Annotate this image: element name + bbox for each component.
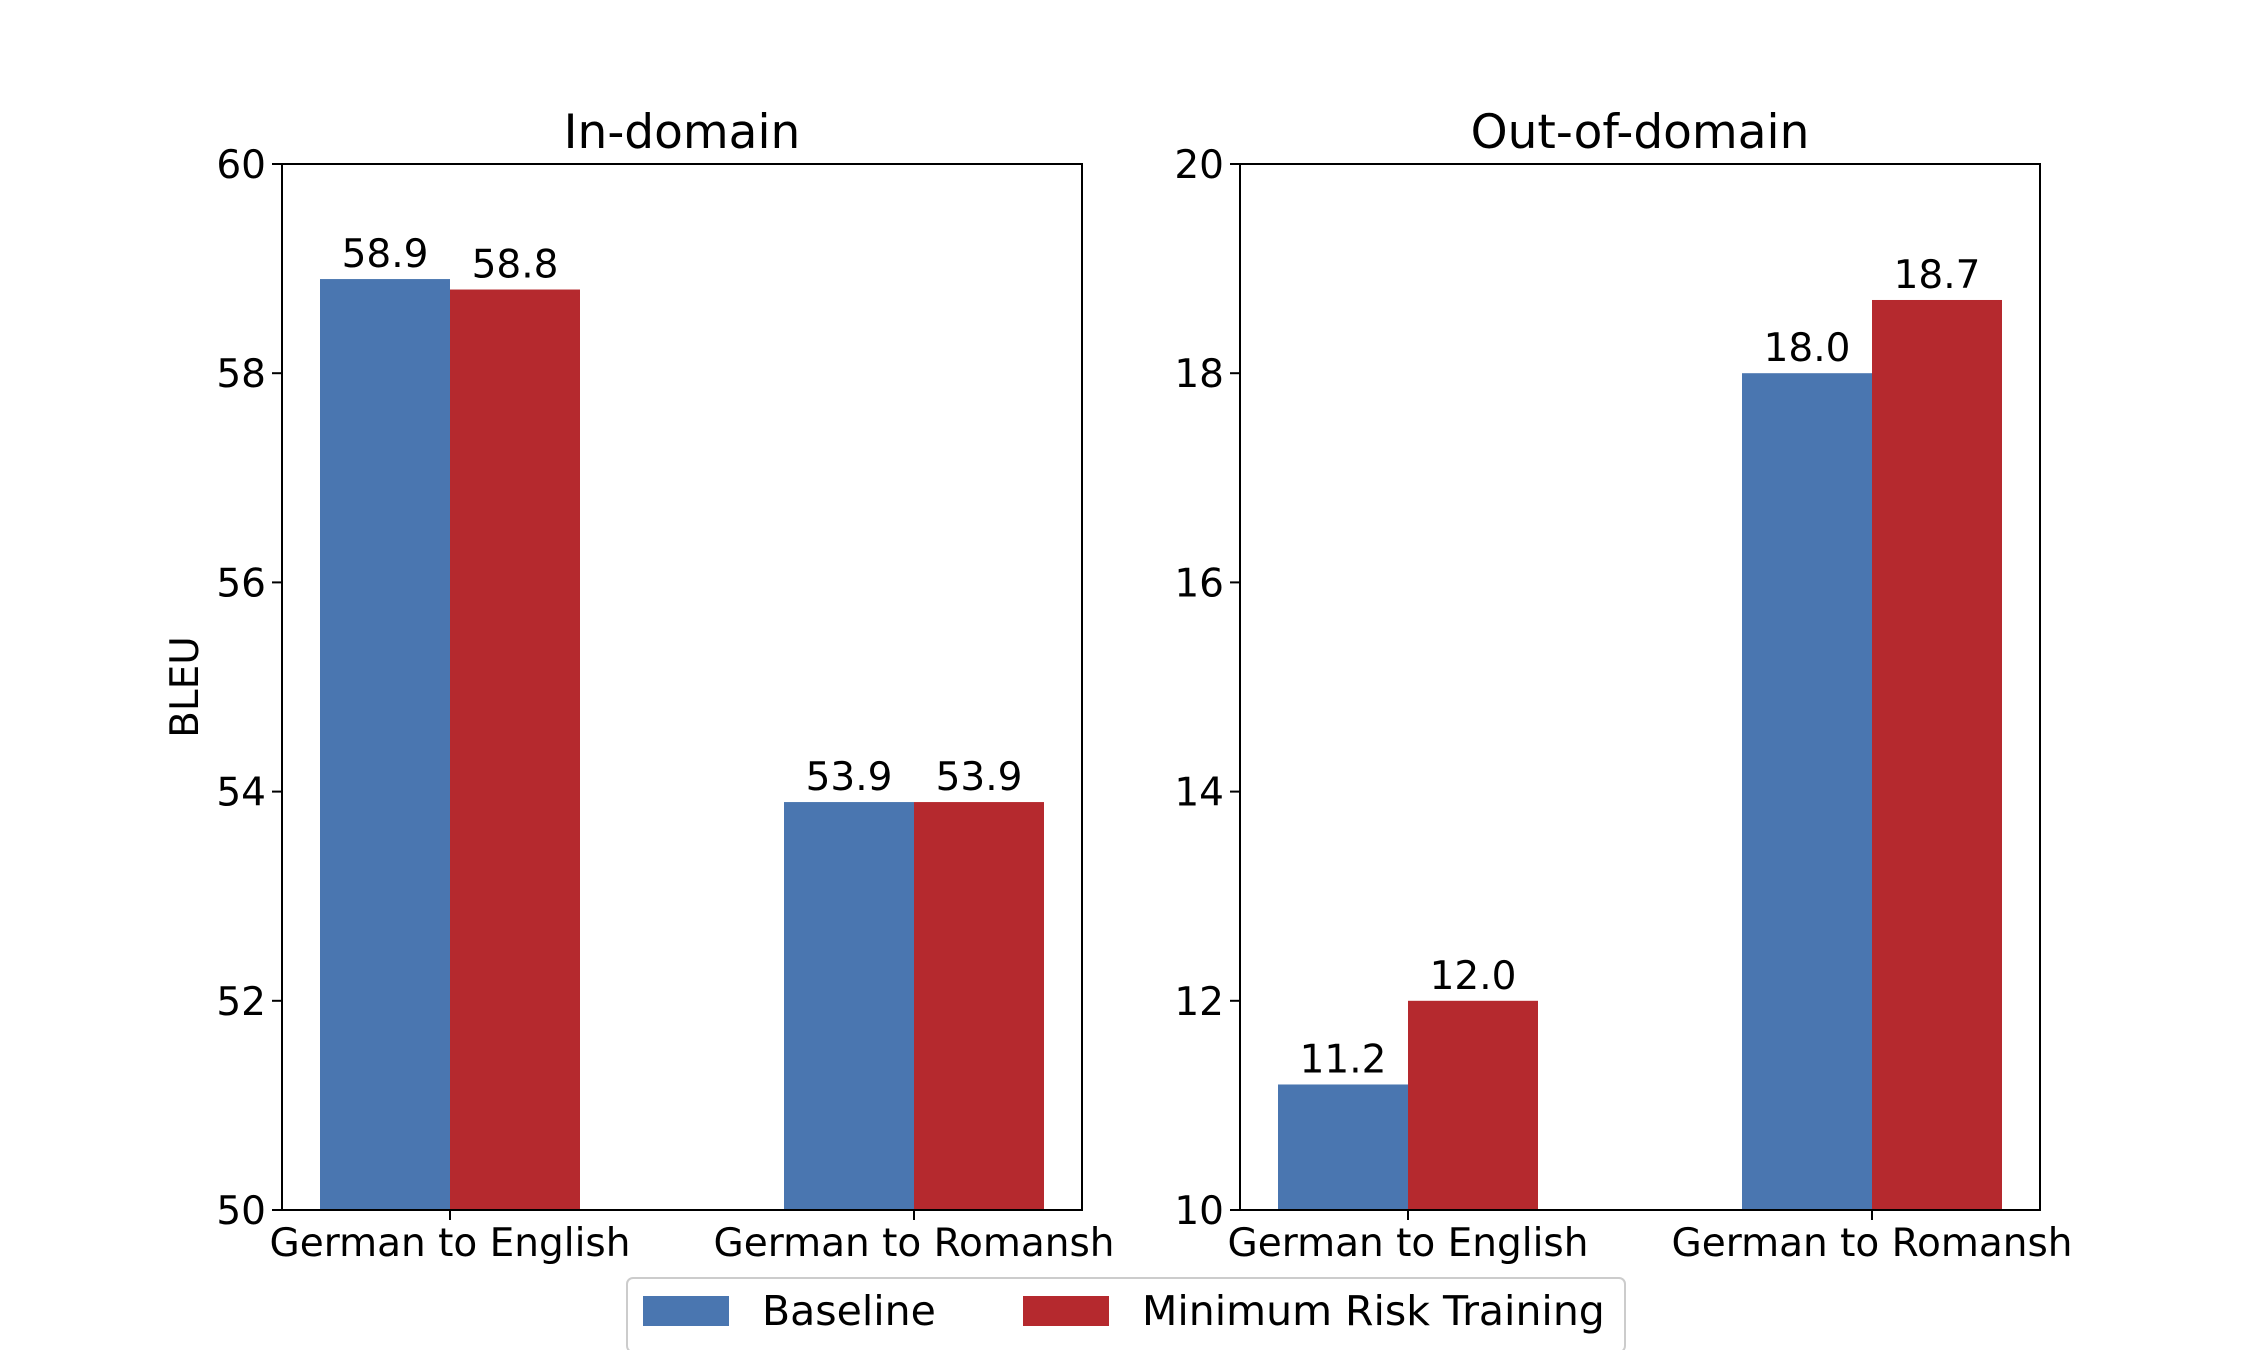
x-tick-label: German to English <box>1228 1221 1589 1266</box>
legend-label-mrt: Minimum Risk Training <box>1142 1287 1605 1335</box>
chart-title: In-domain <box>564 105 801 160</box>
data-label: 18.7 <box>1894 253 1981 298</box>
y-tick-label: 20 <box>1174 143 1224 188</box>
chart-panel-2: 11.2 12.0 German to English 18.0 18.7 German … <box>1174 105 2072 1266</box>
legend-swatch-baseline <box>643 1296 729 1326</box>
axes-frame <box>1239 163 2041 1211</box>
x-tick-label: German to English <box>270 1221 631 1266</box>
data-label: 11.2 <box>1300 1037 1387 1082</box>
y-tick-label: 58 <box>216 352 266 397</box>
y-tick-label: 56 <box>216 561 266 606</box>
y-tick-label: 54 <box>216 771 266 816</box>
axes-frame <box>281 163 1083 1211</box>
legend-label-baseline: Baseline <box>762 1287 936 1335</box>
y-tick-label: 52 <box>216 980 266 1025</box>
legend-swatch-mrt <box>1023 1296 1109 1326</box>
bar-mrt-2 <box>1872 299 2002 1211</box>
bar-baseline-1 <box>320 279 450 1210</box>
bar-baseline-2 <box>784 802 914 1210</box>
y-tick-label: 50 <box>216 1189 266 1234</box>
bar-mrt-2 <box>914 802 1044 1210</box>
bar-mrt-1 <box>450 289 580 1210</box>
chart-panels: 58.9 58.8 German to English 53.9 53.9 German … <box>163 105 2072 1266</box>
y-tick-label: 12 <box>1174 980 1224 1025</box>
data-label: 58.8 <box>472 243 559 288</box>
x-tick-label: German to Romansh <box>714 1221 1115 1266</box>
chart-panel-1: 58.9 58.8 German to English 53.9 53.9 German … <box>163 105 1114 1266</box>
y-tick-label: 10 <box>1174 1189 1224 1234</box>
y-tick-label: 14 <box>1174 771 1224 816</box>
data-label: 58.9 <box>342 232 429 277</box>
x-tick-label: German to Romansh <box>1672 1221 2073 1266</box>
y-tick-label: 16 <box>1174 561 1224 606</box>
y-tick-label: 18 <box>1174 352 1224 397</box>
bar-baseline-2 <box>1742 373 1872 1210</box>
chart-title: Out-of-domain <box>1471 105 1810 160</box>
y-tick-label: 60 <box>216 143 266 188</box>
data-label: 53.9 <box>806 755 893 800</box>
bar-baseline-1 <box>1278 1084 1408 1210</box>
data-label: 12.0 <box>1430 954 1517 999</box>
data-label: 18.0 <box>1764 326 1851 371</box>
legend: Baseline Minimum Risk Training <box>626 1277 1626 1353</box>
bar-mrt-1 <box>1408 1000 1538 1210</box>
y-axis-label: BLEU <box>163 636 208 738</box>
data-label: 53.9 <box>936 755 1023 800</box>
